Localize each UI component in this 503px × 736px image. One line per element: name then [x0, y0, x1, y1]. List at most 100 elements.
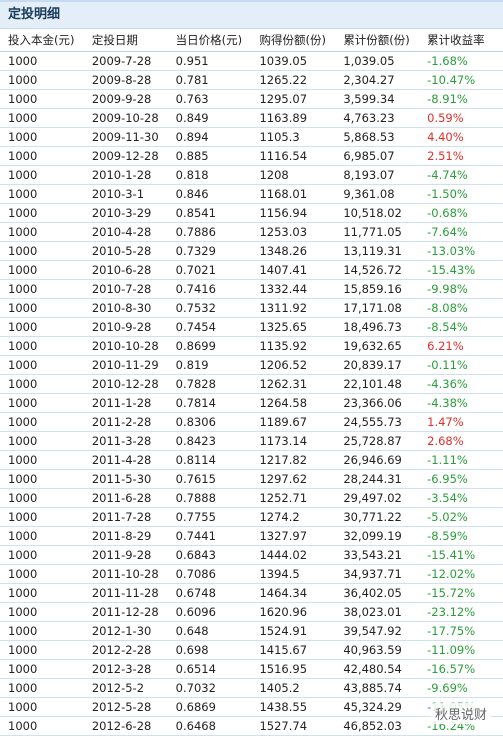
cell: 1000: [0, 260, 84, 280]
cell: 2012-2-28: [83, 640, 168, 660]
cell: 2011-1-28: [83, 393, 168, 413]
table-row: 1000 2010-9-28 0.7454 1325.65 18,496.73 -8.54…: [0, 317, 503, 337]
cell: 1000: [0, 222, 84, 242]
cell: 1265.22: [251, 70, 336, 90]
cell: 0.7454: [167, 317, 252, 337]
cell: -1.11%: [419, 450, 503, 470]
table-row: 1000 2010-7-28 0.7416 1332.44 15,859.16 -9.98…: [0, 279, 503, 299]
cell: 1135.92: [251, 336, 336, 356]
cell: 0.8114: [167, 450, 252, 470]
cell: 0.7032: [167, 678, 252, 698]
table-row: 1000 2009-8-28 0.781 1265.22 2,304.27 -10.47%: [0, 70, 503, 90]
cell: 1168.01: [251, 184, 336, 204]
cell: -9.98%: [419, 279, 503, 299]
cell: 1000: [0, 526, 84, 546]
cell: 2009-11-30: [83, 127, 168, 147]
cell: -6.95%: [419, 469, 503, 489]
cell: 24,555.73: [335, 412, 420, 432]
cell: 1000: [0, 412, 84, 432]
cell: 1039.05: [251, 51, 336, 71]
cell: 1189.67: [251, 412, 336, 432]
cell: -15.41%: [419, 545, 503, 565]
cell: 1000: [0, 507, 84, 527]
cell: 1405.2: [251, 678, 336, 698]
cell: 0.8306: [167, 412, 252, 432]
cell: -7.64%: [419, 222, 503, 242]
watermark: 秋思说财: [430, 703, 491, 724]
column-header: 累计收益率: [419, 29, 503, 52]
cell: 4.40%: [419, 127, 503, 147]
cell: 0.7828: [167, 374, 252, 394]
cell: 1000: [0, 545, 84, 565]
cell: 1000: [0, 488, 84, 508]
cell: 2009-10-28: [83, 108, 168, 128]
cell: 0.894: [167, 127, 252, 147]
cell: 1000: [0, 184, 84, 204]
cell: -8.54%: [419, 317, 503, 337]
cell: 2011-7-28: [83, 507, 168, 527]
cell: 40,963.59: [335, 640, 420, 660]
cell: 3,599.34: [335, 89, 420, 109]
column-header: 购得份额(份): [251, 29, 336, 52]
cell: 0.819: [167, 355, 252, 375]
table-row: 1000 2011-3-28 0.8423 1173.14 25,728.87 2.68%: [0, 431, 503, 451]
cell: 1620.96: [251, 602, 336, 622]
cell: 1000: [0, 621, 84, 641]
cell: 0.8699: [167, 336, 252, 356]
cell: 0.781: [167, 70, 252, 90]
cell: 0.846: [167, 184, 252, 204]
cell: 1206.52: [251, 355, 336, 375]
cell: 25,728.87: [335, 431, 420, 451]
cell: 2011-4-28: [83, 450, 168, 470]
cell: 2010-12-28: [83, 374, 168, 394]
column-header: 累计份额(份): [335, 29, 420, 52]
cell: 36,402.05: [335, 583, 420, 603]
cell: 20,839.17: [335, 355, 420, 375]
cell: 0.7888: [167, 488, 252, 508]
cell: 2009-12-28: [83, 146, 168, 166]
cell: 1297.62: [251, 469, 336, 489]
table-row: 1000 2011-12-28 0.6096 1620.96 38,023.01 -23.…: [0, 602, 503, 622]
table-row: 1000 2009-9-28 0.763 1295.07 3,599.34 -8.91%: [0, 89, 503, 109]
cell: 1000: [0, 678, 84, 698]
table-row: 1000 2010-10-28 0.8699 1135.92 19,632.65 6.21…: [0, 336, 503, 356]
cell: 1000: [0, 431, 84, 451]
cell: 2010-7-28: [83, 279, 168, 299]
cell: 0.7441: [167, 526, 252, 546]
table-row: 1000 2011-9-28 0.6843 1444.02 33,543.21 -15.4…: [0, 545, 503, 565]
cell: 0.6096: [167, 602, 252, 622]
cell: -4.74%: [419, 165, 503, 185]
title: 定投明细: [0, 0, 503, 29]
cell: 2011-8-29: [83, 526, 168, 546]
cell: 23,366.06: [335, 393, 420, 413]
cell: 29,497.02: [335, 488, 420, 508]
cell: -8.59%: [419, 526, 503, 546]
cell: 2010-8-30: [83, 298, 168, 318]
cell: 1000: [0, 241, 84, 261]
cell: 1217.82: [251, 450, 336, 470]
cell: 2011-9-28: [83, 545, 168, 565]
cell: -4.36%: [419, 374, 503, 394]
table-row: 1000 2010-5-28 0.7329 1348.26 13,119.31 -13.0…: [0, 241, 503, 261]
cell: 39,547.92: [335, 621, 420, 641]
cell: 2010-9-28: [83, 317, 168, 337]
cell: 4,763.23: [335, 108, 420, 128]
cell: 0.648: [167, 621, 252, 641]
cell: 9,361.08: [335, 184, 420, 204]
cell: 1000: [0, 716, 84, 736]
cell: 1325.65: [251, 317, 336, 337]
cell: 28,244.31: [335, 469, 420, 489]
table-row: 1000 2011-2-28 0.8306 1189.67 24,555.73 1.47%: [0, 412, 503, 432]
table-row: 1000 2010-4-28 0.7886 1253.03 11,771.05 -7.64…: [0, 222, 503, 242]
cell: 34,937.71: [335, 564, 420, 584]
cell: 1000: [0, 640, 84, 660]
cell: 2010-5-28: [83, 241, 168, 261]
cell: 1262.31: [251, 374, 336, 394]
table-row: 1000 2011-5-30 0.7615 1297.62 28,244.31 -6.95…: [0, 469, 503, 489]
cell: 0.6514: [167, 659, 252, 679]
cell: 2010-10-28: [83, 336, 168, 356]
cell: -15.43%: [419, 260, 503, 280]
table-row: 1000 2009-12-28 0.885 1116.54 6,985.07 2.51%: [0, 146, 503, 166]
cell: 2011-6-28: [83, 488, 168, 508]
cell: 1274.2: [251, 507, 336, 527]
